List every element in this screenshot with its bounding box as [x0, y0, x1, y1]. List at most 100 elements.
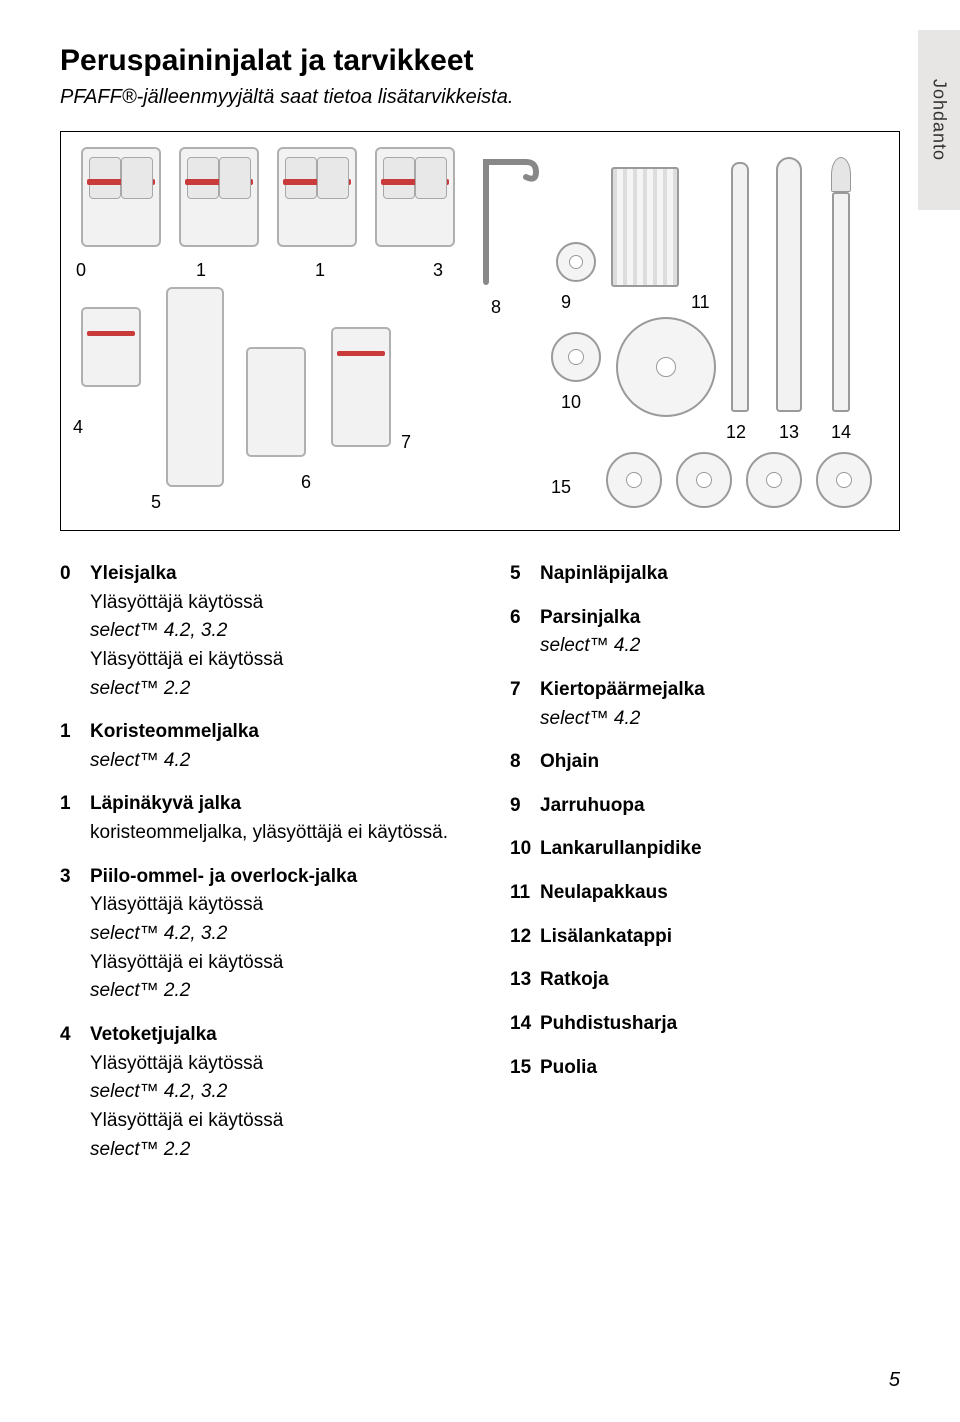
diagram-number: 5 — [151, 492, 161, 513]
part-foot-3 — [375, 147, 455, 247]
entry-number: 7 — [510, 677, 540, 731]
diagram-number: 15 — [551, 477, 571, 498]
entry-body: Piilo-ommel- ja overlock-jalkaYläsyöttäj… — [90, 864, 357, 1004]
parts-list-entry: 13Ratkoja — [510, 967, 900, 993]
diagram-number: 11 — [691, 292, 710, 313]
page-subtitle: PFAFF®-jälleenmyyjältä saat tietoa lisät… — [60, 86, 900, 109]
entry-body: Neulapakkaus — [540, 880, 668, 906]
part-foot-4 — [81, 307, 141, 387]
entry-subline: Yläsyöttäjä ei käytössä — [90, 950, 357, 976]
entry-label: Neulapakkaus — [540, 880, 668, 906]
parts-list-right: 5Napinläpijalka6Parsinjalkaselect™ 4.27K… — [510, 561, 900, 1180]
part-felt-washer — [556, 242, 596, 282]
part-foot-1b — [277, 147, 357, 247]
entry-number: 4 — [60, 1022, 90, 1162]
diagram-number: 12 — [726, 422, 746, 443]
parts-list-entry: 15Puolia — [510, 1055, 900, 1081]
entry-label: Piilo-ommel- ja overlock-jalka — [90, 864, 357, 890]
diagram-number: 8 — [491, 297, 501, 318]
entry-label: Parsinjalka — [540, 605, 640, 631]
entry-body: Parsinjalkaselect™ 4.2 — [540, 605, 640, 659]
part-large-disc — [616, 317, 716, 417]
entry-number: 6 — [510, 605, 540, 659]
entry-label: Läpinäkyvä jalka — [90, 791, 448, 817]
diagram-number: 1 — [315, 260, 325, 281]
entry-subline: Yläsyöttäjä käytössä — [90, 1051, 283, 1077]
entry-subline: select™ 4.2 — [540, 633, 640, 659]
parts-list-entry: 6Parsinjalkaselect™ 4.2 — [510, 605, 900, 659]
entry-body: Ratkoja — [540, 967, 609, 993]
parts-list-entry: 1Koristeommeljalkaselect™ 4.2 — [60, 719, 450, 773]
entry-number: 5 — [510, 561, 540, 587]
entry-label: Lisälankatappi — [540, 924, 672, 950]
diagram-number: 6 — [301, 472, 311, 493]
parts-list-entry: 12Lisälankatappi — [510, 924, 900, 950]
diagram-number: 3 — [433, 260, 443, 281]
entry-subline: select™ 4.2 — [540, 706, 705, 732]
part-hemmer-foot — [331, 327, 391, 447]
entry-label: Yleisjalka — [90, 561, 283, 587]
entry-number: 9 — [510, 793, 540, 819]
parts-list-entry: 1Läpinäkyvä jalkakoristeommeljalka, yläs… — [60, 791, 450, 845]
diagram-number: 14 — [831, 422, 851, 443]
part-spool-pin — [731, 162, 749, 412]
part-bobbin — [816, 452, 872, 508]
part-foot-0 — [81, 147, 161, 247]
side-tab-label: Johdanto — [929, 79, 950, 161]
diagram-number: 9 — [561, 292, 571, 313]
part-spool-holder — [551, 332, 601, 382]
entry-number: 15 — [510, 1055, 540, 1081]
diagram-number: 0 — [76, 260, 86, 281]
entry-subline: select™ 4.2, 3.2 — [90, 921, 357, 947]
side-tab: Johdanto — [918, 30, 960, 210]
entry-body: Läpinäkyvä jalkakoristeommeljalka, yläsy… — [90, 791, 448, 845]
entry-number: 10 — [510, 836, 540, 862]
page-title: Peruspaininjalat ja tarvikkeet — [60, 44, 900, 78]
part-needle-pack — [611, 167, 679, 287]
diagram-number: 7 — [401, 432, 411, 453]
entry-label: Ohjain — [540, 749, 599, 775]
part-brush — [831, 157, 851, 412]
entry-body: Jarruhuopa — [540, 793, 645, 819]
parts-list-entry: 7Kiertopäärmejalka select™ 4.2 — [510, 677, 900, 731]
parts-list-entry: 3Piilo-ommel- ja overlock-jalkaYläsyöttä… — [60, 864, 450, 1004]
entry-number: 11 — [510, 880, 540, 906]
entry-subline: select™ 2.2 — [90, 1137, 283, 1163]
entry-body: Puhdistusharja — [540, 1011, 677, 1037]
entry-subline: select™ 2.2 — [90, 676, 283, 702]
entry-body: Lisälankatappi — [540, 924, 672, 950]
page-number: 5 — [889, 1369, 900, 1392]
entry-subline: Yläsyöttäjä käytössä — [90, 892, 357, 918]
part-bobbin — [676, 452, 732, 508]
entry-label: Kiertopäärmejalka — [540, 677, 705, 703]
entry-subline: select™ 4.2, 3.2 — [90, 618, 283, 644]
entry-subline: select™ 2.2 — [90, 978, 357, 1004]
part-guide-rod — [471, 142, 551, 292]
parts-list-left: 0YleisjalkaYläsyöttäjä käytössäselect™ 4… — [60, 561, 450, 1180]
diagram-number: 4 — [73, 417, 83, 438]
parts-list-entry: 5Napinläpijalka — [510, 561, 900, 587]
entry-label: Puolia — [540, 1055, 597, 1081]
entry-body: Vetoketjujalka Yläsyöttäjä käytössä select… — [90, 1022, 283, 1162]
entry-number: 12 — [510, 924, 540, 950]
entry-body: Napinläpijalka — [540, 561, 668, 587]
entry-label: Vetoketjujalka — [90, 1022, 283, 1048]
parts-list-entry: 4Vetoketjujalka Yläsyöttäjä käytössä selec… — [60, 1022, 450, 1162]
parts-list-entry: 11Neulapakkaus — [510, 880, 900, 906]
entry-number: 14 — [510, 1011, 540, 1037]
entry-number: 13 — [510, 967, 540, 993]
entry-subline: Yläsyöttäjä käytössä — [90, 590, 283, 616]
parts-list-entry: 0Yleisjalka Yläsyöttäjä käytössäselect™ 4… — [60, 561, 450, 701]
part-buttonhole-foot — [166, 287, 224, 487]
part-darning-foot — [246, 347, 306, 457]
entry-body: Ohjain — [540, 749, 599, 775]
entry-subline: Yläsyöttäjä ei käytössä — [90, 647, 283, 673]
entry-subline: select™ 4.2 — [90, 748, 259, 774]
diagram-number: 1 — [196, 260, 206, 281]
entry-number: 0 — [60, 561, 90, 701]
entry-label: Koristeommeljalka — [90, 719, 259, 745]
part-foot-1 — [179, 147, 259, 247]
parts-list: 0YleisjalkaYläsyöttäjä käytössäselect™ 4… — [60, 561, 900, 1180]
diagram-number: 10 — [561, 392, 581, 413]
diagram-number: 13 — [779, 422, 799, 443]
